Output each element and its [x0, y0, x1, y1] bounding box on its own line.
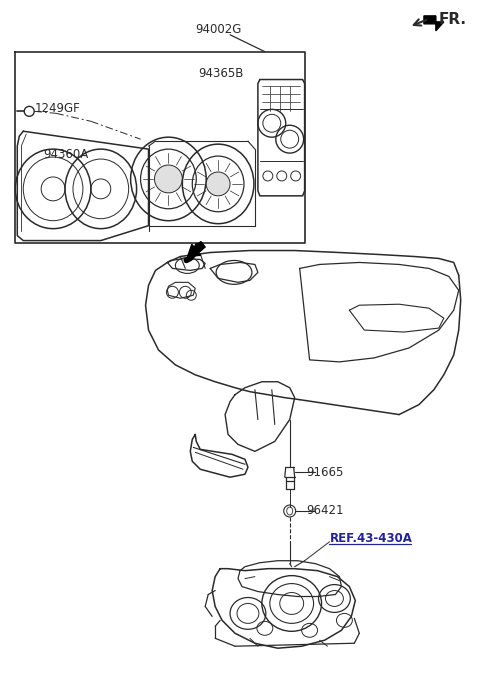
Text: 94365B: 94365B: [198, 67, 244, 80]
Ellipse shape: [155, 165, 182, 193]
Text: 94002G: 94002G: [195, 23, 241, 36]
Ellipse shape: [206, 172, 230, 196]
Text: FR.: FR.: [439, 12, 467, 27]
Polygon shape: [424, 16, 444, 31]
Text: REF.43-430A: REF.43-430A: [329, 533, 412, 545]
Text: 1249GF: 1249GF: [34, 102, 80, 115]
Text: 91665: 91665: [307, 466, 344, 479]
Text: 94360A: 94360A: [43, 148, 88, 161]
Text: 96421: 96421: [307, 503, 344, 516]
FancyArrowPatch shape: [188, 242, 205, 257]
